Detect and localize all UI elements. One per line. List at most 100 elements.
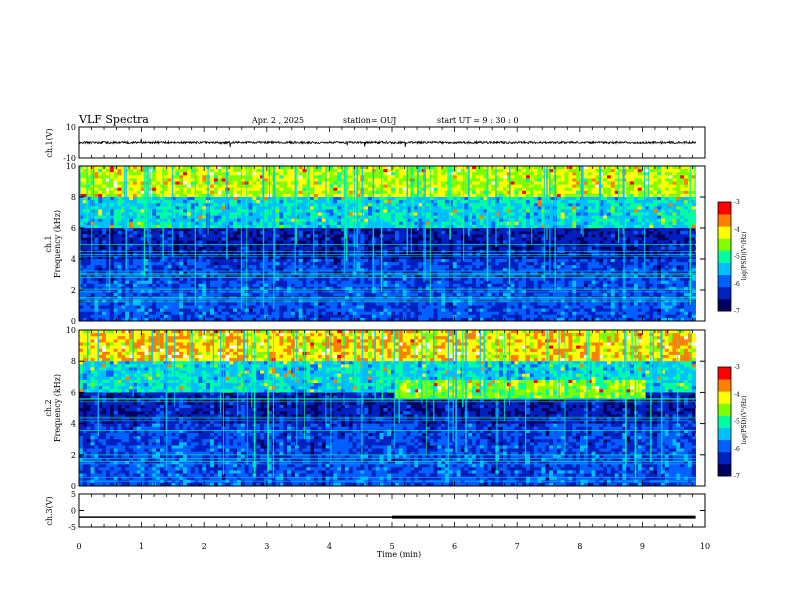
p-spec1-cell: [121, 237, 126, 241]
p-spec1-cell: [306, 209, 311, 213]
p-spec1-cell: [148, 311, 153, 316]
p-spec1-cell: [117, 308, 122, 312]
p-spec1-cell: [152, 203, 157, 207]
p-spec1-cell: [348, 296, 353, 300]
p-spec1-cell: [472, 221, 477, 226]
p-spec1-cell: [263, 265, 269, 269]
p-spec1-cell: [306, 212, 311, 216]
p-spec1-cell: [167, 209, 172, 213]
p-spec1-cell: [402, 296, 407, 300]
p-spec1-cell: [121, 286, 126, 291]
p-spec1-cell: [132, 299, 138, 303]
p-spec1-cell: [314, 181, 319, 185]
p-spec1-cell: [472, 224, 477, 229]
p-spec1-cell: [391, 221, 396, 226]
p-spec1-cell: [148, 314, 153, 319]
p-spec1-cell: [186, 243, 192, 247]
p-spec1-cell: [337, 286, 342, 291]
p-spec1-cell: [333, 187, 338, 192]
p-spec1-cell: [441, 296, 446, 300]
p-spec1-cell: [321, 286, 326, 291]
p-spec1-cell: [352, 305, 357, 309]
p-spec1-cell: [79, 271, 84, 275]
p-spec1-cell: [371, 311, 377, 316]
p-spec1-cell: [225, 259, 230, 263]
p-spec1-cell: [237, 203, 242, 207]
p-spec1-cell: [183, 268, 188, 272]
p-spec1-cell: [132, 190, 138, 195]
p-spec1-cell: [102, 175, 107, 179]
p-spec1-cell: [217, 308, 222, 312]
p-spec1-cell: [132, 271, 138, 275]
p-spec1-cell: [144, 280, 149, 285]
p-spec1-cell: [445, 184, 450, 188]
p-spec1-cell: [341, 212, 346, 216]
p-spec1-cell: [414, 206, 419, 210]
p-spec1-cell: [302, 299, 307, 303]
p-spec1-cell: [263, 262, 269, 266]
p-spec1-cell: [233, 262, 238, 266]
p-spec1-cell: [233, 271, 238, 275]
p-spec1-cell: [429, 206, 434, 210]
p-spec1-cell: [395, 215, 400, 219]
p-spec1-cell: [468, 317, 473, 322]
p-spec1-cell: [395, 302, 400, 306]
p-spec1-cell: [337, 197, 342, 201]
p-spec1-cell: [263, 166, 269, 170]
p-spec1-cell: [383, 193, 388, 198]
p-spec1-cell: [132, 293, 138, 297]
p-spec1-cell: [163, 240, 168, 244]
p-spec1-cell: [317, 265, 323, 269]
p-spec1-cell: [279, 187, 284, 192]
p-spec1-cell: [90, 187, 95, 192]
p-spec1-cell: [183, 215, 188, 219]
p-spec1-cell: [86, 265, 91, 269]
p-spec1-cell: [414, 209, 419, 213]
p-spec1-cell: [79, 262, 84, 266]
p-spec1-cell: [183, 209, 188, 213]
p-spec1-cell: [472, 268, 477, 272]
p-spec1-cell: [132, 197, 138, 201]
p-spec1-cell: [221, 277, 226, 281]
p-spec1-cell: [456, 190, 461, 195]
p-spec1-cell: [445, 246, 450, 250]
p-spec1-cell: [290, 262, 296, 266]
p-spec1-cell: [298, 187, 303, 192]
p-spec1-cell: [198, 255, 203, 260]
p-spec1-cell: [468, 175, 473, 179]
p-spec1-cell: [136, 265, 141, 269]
p-spec1-cell: [105, 178, 111, 182]
p-spec1-cell: [472, 181, 477, 185]
p-spec1-cell: [94, 268, 99, 272]
p-spec1-cell: [159, 286, 165, 291]
p-spec1-cell: [402, 175, 407, 179]
p-spec1-cell: [148, 296, 153, 300]
p-spec1-cell: [217, 243, 222, 247]
p-spec1-cell: [364, 237, 369, 241]
p-spec1-cell: [167, 305, 172, 309]
p-spec1-cell: [487, 187, 492, 192]
p-spec1-cell: [445, 169, 450, 173]
p-spec1-cell: [472, 308, 477, 312]
p-spec1-cell: [460, 200, 465, 204]
p-spec1-cell: [279, 274, 284, 278]
p-spec1-cell: [125, 240, 130, 244]
p-spec1-cell: [217, 181, 222, 185]
p-spec1-cell: [317, 206, 323, 210]
p-spec1-cell: [190, 277, 195, 281]
p-spec1-cell: [290, 203, 296, 207]
p-spec1-cell: [125, 296, 130, 300]
p-spec1-cell: [448, 305, 454, 309]
p-spec1-cell: [314, 259, 319, 263]
p-spec1-cell: [314, 265, 319, 269]
p-spec1-cell: [460, 271, 465, 275]
p-spec1-cell: [156, 317, 161, 322]
p-spec1-cell: [437, 218, 442, 223]
p-spec1-cell: [325, 271, 330, 275]
p-spec1-cell: [437, 262, 442, 266]
p-spec1-cell: [402, 221, 407, 226]
p-spec1-cell: [325, 197, 330, 201]
p-spec1-cell: [82, 228, 87, 232]
p-spec1-cell: [210, 286, 215, 291]
p-spec1-cell: [248, 175, 253, 179]
